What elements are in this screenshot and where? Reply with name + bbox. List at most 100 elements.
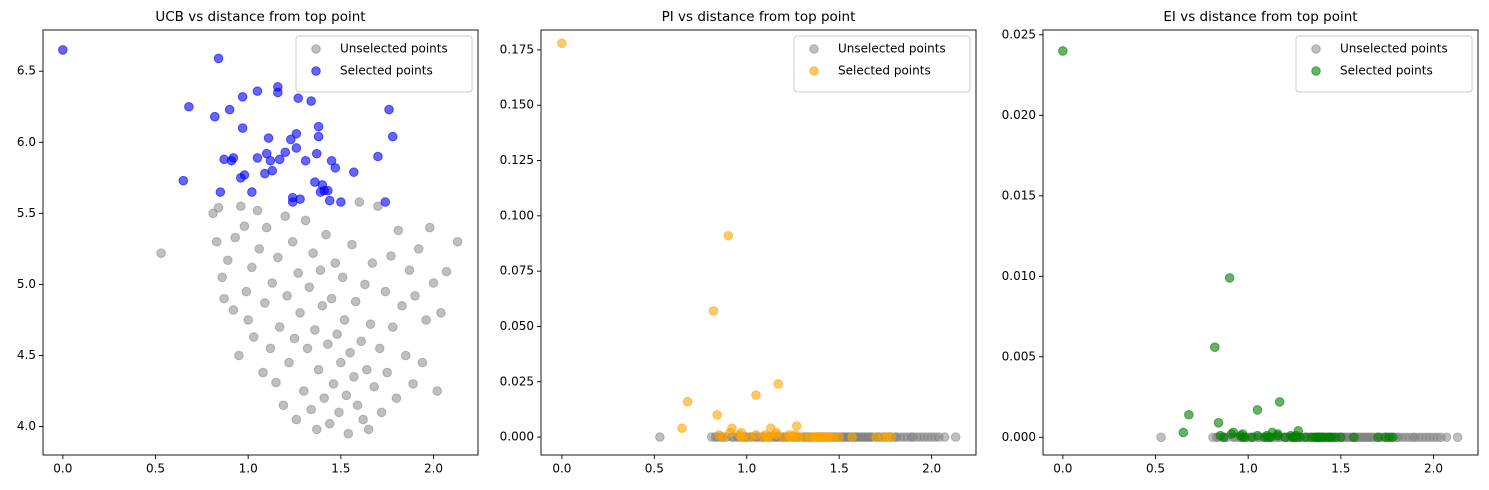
point bbox=[213, 53, 224, 64]
legend-marker bbox=[1311, 44, 1321, 54]
point bbox=[886, 432, 896, 442]
point bbox=[380, 286, 391, 297]
legend: Unselected points Selected points bbox=[1295, 35, 1473, 93]
subplot-title: EI vs distance from top point bbox=[1163, 9, 1357, 25]
point bbox=[267, 165, 278, 176]
point bbox=[271, 377, 281, 388]
point bbox=[441, 266, 452, 277]
point bbox=[263, 133, 274, 143]
point bbox=[219, 293, 229, 304]
point bbox=[286, 134, 296, 145]
point bbox=[289, 333, 300, 344]
point bbox=[387, 322, 398, 332]
point bbox=[363, 424, 374, 435]
point bbox=[324, 418, 335, 429]
point bbox=[321, 229, 331, 240]
y-tick-label: 0.100 bbox=[500, 208, 534, 222]
legend-box bbox=[295, 35, 473, 93]
point bbox=[298, 386, 309, 396]
point bbox=[349, 167, 359, 177]
point bbox=[1058, 46, 1068, 56]
point bbox=[211, 236, 222, 247]
point bbox=[1156, 432, 1166, 443]
point bbox=[428, 278, 439, 288]
point bbox=[295, 308, 305, 318]
point bbox=[267, 278, 278, 288]
point bbox=[260, 298, 270, 308]
point bbox=[282, 291, 292, 301]
point bbox=[1441, 432, 1452, 443]
point bbox=[410, 291, 420, 301]
point bbox=[306, 404, 316, 415]
point bbox=[213, 202, 224, 213]
point bbox=[727, 423, 737, 434]
x-tick-label: 0.5 bbox=[1146, 462, 1165, 476]
legend-label: Unselected points bbox=[838, 42, 946, 56]
point bbox=[367, 258, 378, 268]
y-tick-label: 0.000 bbox=[1002, 430, 1036, 444]
point bbox=[265, 155, 276, 166]
point bbox=[773, 379, 783, 389]
point bbox=[400, 350, 411, 361]
point bbox=[373, 151, 383, 162]
x-tick-label: 2.0 bbox=[424, 462, 443, 476]
x-tick-label: 1.0 bbox=[239, 462, 258, 476]
legend-box bbox=[1295, 35, 1473, 93]
point bbox=[248, 332, 259, 342]
point bbox=[319, 393, 329, 403]
plot-frame bbox=[42, 29, 479, 456]
subplot: PI vs distance from top point 0.0 0.5 1.0 1.… bbox=[500, 9, 977, 476]
point bbox=[313, 121, 324, 132]
point bbox=[347, 239, 357, 250]
y-tick-label: 6.5 bbox=[17, 64, 36, 78]
point bbox=[222, 255, 233, 266]
point bbox=[452, 236, 463, 247]
legend-label: Selected points bbox=[838, 64, 931, 78]
point bbox=[302, 343, 313, 354]
point bbox=[336, 197, 346, 207]
y-tick-label: 0.150 bbox=[500, 98, 534, 112]
point bbox=[237, 123, 248, 133]
point bbox=[284, 357, 294, 368]
legend-marker bbox=[809, 44, 819, 54]
x-tick-label: 1.0 bbox=[737, 462, 756, 476]
point bbox=[360, 279, 370, 290]
x-tick-label: 1.5 bbox=[331, 462, 350, 476]
point bbox=[1224, 273, 1235, 283]
y-tick-label: 0.075 bbox=[500, 264, 534, 278]
y-tick-label: 0.025 bbox=[1002, 27, 1036, 41]
point bbox=[397, 300, 407, 311]
point bbox=[304, 282, 315, 293]
point bbox=[265, 343, 276, 354]
point bbox=[393, 225, 404, 236]
x-tick-label: 0.0 bbox=[1053, 462, 1072, 476]
series bbox=[156, 197, 463, 439]
x-tick-label: 0.5 bbox=[645, 462, 664, 476]
point bbox=[317, 300, 328, 311]
point bbox=[224, 104, 235, 115]
point bbox=[313, 364, 324, 375]
point bbox=[261, 222, 272, 233]
point bbox=[382, 367, 392, 378]
point bbox=[315, 265, 326, 276]
point bbox=[1452, 432, 1463, 443]
point bbox=[1178, 427, 1189, 438]
subplot-title: PI vs distance from top point bbox=[662, 9, 856, 25]
x-tick-label: 1.0 bbox=[1239, 462, 1258, 476]
point bbox=[723, 230, 734, 241]
point bbox=[273, 252, 283, 263]
point bbox=[352, 400, 363, 411]
x-tick-label: 0.0 bbox=[552, 462, 571, 476]
point bbox=[334, 407, 344, 418]
point bbox=[708, 306, 719, 316]
legend: Unselected points Selected points bbox=[793, 35, 971, 93]
y-tick-label: 0.125 bbox=[500, 153, 534, 167]
legend-label: Unselected points bbox=[1340, 42, 1448, 56]
x-tick-label: 1.5 bbox=[830, 462, 849, 476]
point bbox=[791, 421, 802, 431]
point bbox=[343, 428, 354, 439]
point bbox=[677, 423, 687, 434]
point bbox=[239, 170, 250, 180]
legend: Unselected points Selected points bbox=[295, 35, 473, 93]
legend-label: Unselected points bbox=[340, 42, 448, 56]
